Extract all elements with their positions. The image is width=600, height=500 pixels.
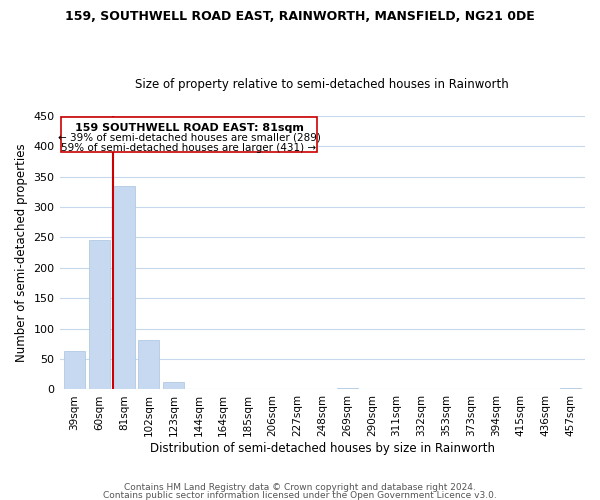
FancyBboxPatch shape <box>61 117 317 152</box>
Bar <box>138 340 160 390</box>
Bar <box>89 240 110 390</box>
Text: Contains public sector information licensed under the Open Government Licence v3: Contains public sector information licen… <box>103 491 497 500</box>
X-axis label: Distribution of semi-detached houses by size in Rainworth: Distribution of semi-detached houses by … <box>150 442 495 455</box>
Text: Contains HM Land Registry data © Crown copyright and database right 2024.: Contains HM Land Registry data © Crown c… <box>124 484 476 492</box>
Text: 59% of semi-detached houses are larger (431) →: 59% of semi-detached houses are larger (… <box>61 142 317 152</box>
Y-axis label: Number of semi-detached properties: Number of semi-detached properties <box>15 144 28 362</box>
Text: 159 SOUTHWELL ROAD EAST: 81sqm: 159 SOUTHWELL ROAD EAST: 81sqm <box>74 123 304 133</box>
Bar <box>113 186 134 390</box>
Title: Size of property relative to semi-detached houses in Rainworth: Size of property relative to semi-detach… <box>136 78 509 91</box>
Bar <box>64 351 85 390</box>
Bar <box>163 382 184 390</box>
Text: 159, SOUTHWELL ROAD EAST, RAINWORTH, MANSFIELD, NG21 0DE: 159, SOUTHWELL ROAD EAST, RAINWORTH, MAN… <box>65 10 535 23</box>
Bar <box>560 388 581 390</box>
Bar <box>337 388 358 390</box>
Text: ← 39% of semi-detached houses are smaller (289): ← 39% of semi-detached houses are smalle… <box>58 133 320 143</box>
